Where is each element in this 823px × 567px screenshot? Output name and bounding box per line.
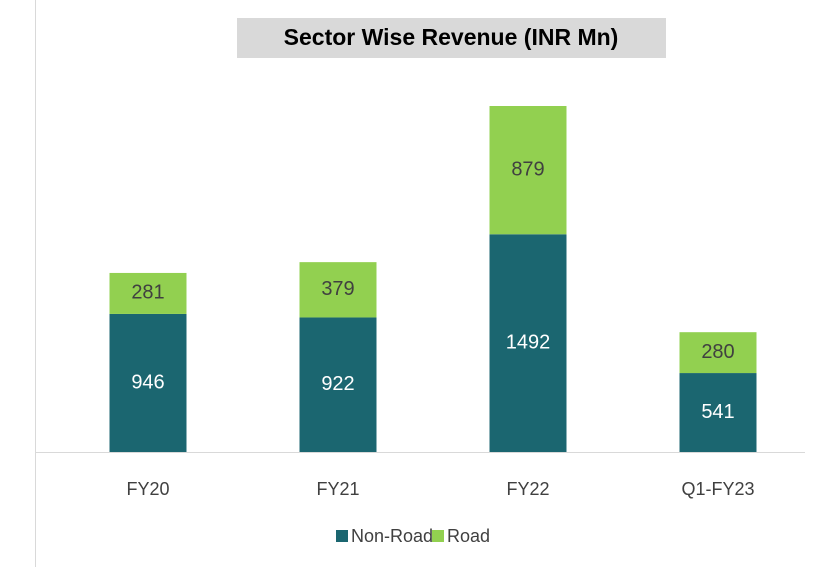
bar-segment xyxy=(679,332,757,374)
data-label: 379 xyxy=(321,278,354,300)
x-tick-label: FY20 xyxy=(126,479,169,499)
x-tick-label: FY21 xyxy=(316,479,359,499)
data-label: 281 xyxy=(131,282,164,304)
x-tick-label: FY22 xyxy=(506,479,549,499)
data-label: 1492 xyxy=(506,331,551,353)
bar-segment xyxy=(489,106,567,235)
data-label: 541 xyxy=(701,401,734,423)
legend-label: Non-Road xyxy=(351,526,433,546)
bar-segment xyxy=(489,234,567,452)
title-box xyxy=(237,18,666,58)
bar-segment xyxy=(299,262,377,318)
bar-segment xyxy=(109,313,187,452)
legend-swatch xyxy=(432,530,444,542)
bar-segment xyxy=(299,317,377,452)
data-label: 946 xyxy=(131,371,164,393)
data-label: 879 xyxy=(511,158,544,180)
bar-segment xyxy=(109,272,187,314)
legend-label: Road xyxy=(447,526,490,546)
legend-swatch xyxy=(336,530,348,542)
data-label: 280 xyxy=(701,341,734,363)
x-tick-label: Q1-FY23 xyxy=(681,479,754,499)
bar-segment xyxy=(679,373,757,452)
data-label: 922 xyxy=(321,373,354,395)
chart-title: Sector Wise Revenue (INR Mn) xyxy=(284,24,619,50)
